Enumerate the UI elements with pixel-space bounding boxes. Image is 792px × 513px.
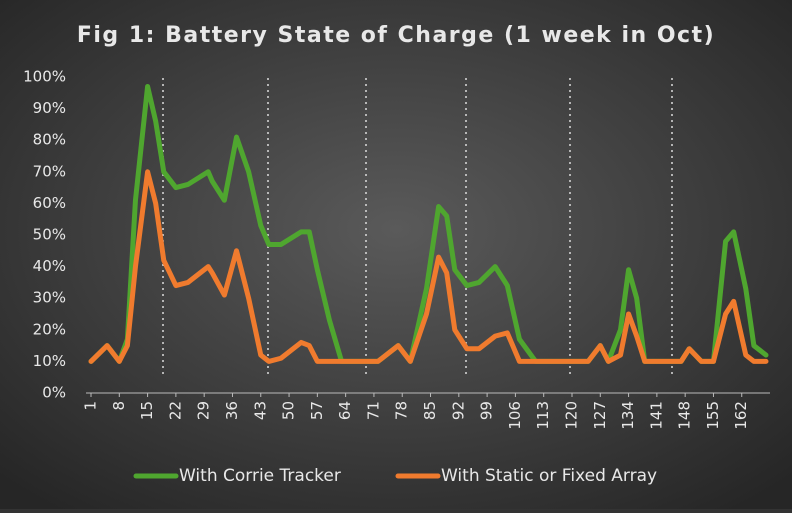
x-tick-label: 64 (336, 401, 354, 420)
x-tick-label: 85 (421, 401, 439, 420)
x-tick-label: 155 (704, 401, 722, 430)
legend-label: With Corrie Tracker (179, 466, 341, 486)
x-tick-label: 22 (166, 401, 184, 420)
x-tick-label: 106 (506, 401, 524, 430)
x-tick-label: 162 (732, 401, 750, 430)
y-tick-label: 60% (33, 194, 66, 212)
y-tick-label: 100% (23, 68, 66, 86)
y-tick-label: 10% (33, 352, 66, 370)
x-tick-label: 78 (393, 401, 411, 420)
legend-label: With Static or Fixed Array (441, 466, 657, 486)
x-tick-label: 71 (364, 401, 382, 420)
x-tick-label: 141 (647, 401, 665, 430)
x-tick-label: 50 (280, 401, 298, 420)
x-tick-label: 120 (562, 401, 580, 430)
x-tick-label: 1 (82, 401, 100, 411)
y-tick-label: 30% (33, 289, 66, 307)
x-tick-label: 15 (138, 401, 156, 420)
x-tick-label: 148 (676, 401, 694, 430)
y-tick-label: 20% (33, 320, 66, 338)
y-tick-label: 80% (33, 131, 66, 149)
x-tick-label: 43 (251, 401, 269, 420)
y-tick-label: 0% (42, 384, 66, 402)
x-tick-label: 8 (110, 401, 128, 411)
x-tick-label: 92 (449, 401, 467, 420)
x-tick-label: 127 (591, 401, 609, 430)
x-tick-label: 57 (308, 401, 326, 420)
y-tick-label: 90% (33, 99, 66, 117)
plot: 0% 10% 20% 30% 40% 50% 60% 70% 80% 90% 100% 1 8 15 22 2… (23, 68, 770, 486)
y-tick-label: 50% (33, 226, 66, 244)
day-separators (162, 78, 673, 378)
y-tick-label: 40% (33, 257, 66, 275)
x-tick-label: 134 (619, 401, 637, 430)
x-tick-label: 99 (478, 401, 496, 420)
y-tick-label: 70% (33, 162, 66, 180)
series-line (88, 169, 769, 364)
x-tick-label: 29 (195, 401, 213, 420)
x-tick-label: 36 (223, 401, 241, 420)
x-tick-label: 113 (534, 401, 552, 430)
chart-title: Fig 1: Battery State of Charge (1 week i… (77, 23, 715, 48)
